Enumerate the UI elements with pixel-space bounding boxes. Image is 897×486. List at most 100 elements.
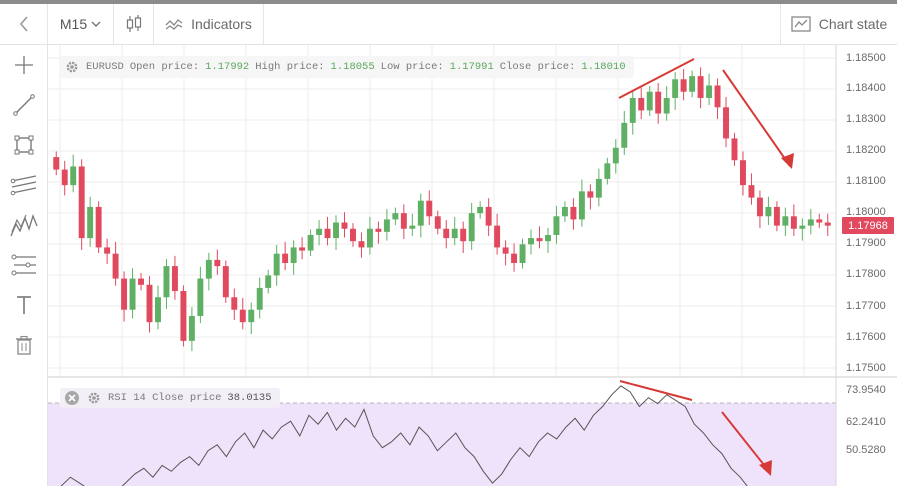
indicators-icon <box>165 19 183 30</box>
candle-body <box>485 206 492 226</box>
candle-body <box>171 266 178 292</box>
candle-body <box>290 247 297 263</box>
candle-body <box>129 278 136 310</box>
window-top-edge <box>0 0 897 4</box>
candle-body <box>773 206 780 226</box>
candle-body <box>570 206 577 220</box>
candle-body <box>95 206 102 248</box>
candle-body <box>689 76 696 92</box>
rsi-legend-name: RSI 14 Close price <box>108 392 222 404</box>
price-tick-label: 1.17700 <box>846 300 886 312</box>
gear-icon[interactable] <box>64 59 80 75</box>
candle-body <box>434 216 441 229</box>
candle-body <box>366 228 373 248</box>
fibonacci-tool[interactable] <box>0 245 47 285</box>
candle-body <box>155 297 161 323</box>
candle-body <box>680 79 687 92</box>
crosshair-tool[interactable] <box>0 45 47 85</box>
candle-body <box>604 163 611 179</box>
main-legend: EURUSD Open price: 1.17992 High price: 1… <box>60 56 634 78</box>
legend-close-value: 1.18010 <box>581 61 626 73</box>
channel-icon <box>10 175 36 196</box>
candle-body <box>536 238 543 242</box>
candle-body <box>383 219 390 232</box>
price-tick-label: 1.17600 <box>846 331 886 343</box>
price-tick-label: 1.18400 <box>846 82 886 94</box>
indicators-button[interactable]: Indicators <box>154 4 264 44</box>
candle-body <box>740 160 746 186</box>
candle-body <box>417 200 424 226</box>
chart-state-button[interactable]: Chart state <box>780 4 897 44</box>
trend-line-icon <box>12 94 35 116</box>
rsi-legend: RSI 14 Close price 38.0135 <box>60 388 280 408</box>
trend-line-tool[interactable] <box>0 85 47 125</box>
candle-body <box>443 228 450 239</box>
candle-body <box>824 222 831 226</box>
legend-high-label: High price: <box>255 61 325 73</box>
chart-state-label: Chart state <box>818 16 888 32</box>
candle-body <box>214 259 221 267</box>
candle-body <box>409 225 416 229</box>
candle-body <box>163 266 170 298</box>
candle-body <box>341 222 348 229</box>
rsi-line <box>60 385 748 486</box>
legend-open-label: Open price: <box>129 61 200 73</box>
candle-body <box>460 228 467 242</box>
rsi-tick-label: 50.5280 <box>846 444 886 456</box>
chart-type-button[interactable] <box>114 4 154 44</box>
candle-body <box>188 315 195 341</box>
candle-body <box>528 238 534 245</box>
candle-body <box>222 266 229 298</box>
annotations <box>618 58 794 476</box>
candle-body <box>316 228 323 235</box>
candle-body <box>180 291 187 341</box>
close-circle-icon[interactable] <box>64 390 80 406</box>
candle-body <box>697 76 704 98</box>
candle-body <box>807 219 814 226</box>
candle-body <box>595 178 602 198</box>
gear-icon[interactable] <box>86 390 102 406</box>
candle-body <box>468 213 475 242</box>
candlestick-icon <box>126 15 141 32</box>
candle-body <box>426 200 433 217</box>
channel-tool[interactable] <box>0 165 47 205</box>
candle-body <box>205 259 212 279</box>
legend-symbol: EURUSD <box>86 61 124 73</box>
top-toolbar: M15 Indicators Chart state <box>0 4 897 45</box>
timeframe-select[interactable]: M15 <box>48 4 114 44</box>
rectangle-icon <box>14 135 33 155</box>
pattern-tool[interactable] <box>0 205 47 245</box>
fibonacci-icon <box>11 254 36 276</box>
candle-body <box>61 169 68 186</box>
candle-body <box>706 85 713 98</box>
legend-low-label: Low price: <box>380 61 444 73</box>
price-arrow-head <box>781 153 794 169</box>
delete-drawings-tool[interactable] <box>0 325 47 365</box>
candle-body <box>561 206 568 217</box>
legend-open-value: 1.17992 <box>205 61 250 73</box>
chevron-left-icon <box>19 16 28 32</box>
back-button[interactable] <box>0 4 48 44</box>
rsi-arrow-head <box>759 460 772 476</box>
candle-body <box>299 247 306 251</box>
rsi-tick-label: 62.2410 <box>846 416 886 428</box>
candle-body <box>621 122 628 148</box>
candle-body <box>350 228 356 242</box>
candle-body <box>748 185 755 198</box>
rectangle-tool[interactable] <box>0 125 47 165</box>
candle-body <box>553 216 560 235</box>
candle-body <box>138 278 144 285</box>
candle-body <box>53 157 60 170</box>
candle-body <box>545 234 551 242</box>
pattern-icon <box>9 214 38 237</box>
legend-high-value: 1.18055 <box>330 61 375 73</box>
candle-body <box>790 216 797 229</box>
text-tool[interactable] <box>0 285 47 325</box>
trash-icon <box>15 335 32 355</box>
candle-body <box>307 234 314 251</box>
crosshair-icon <box>14 56 33 74</box>
chart-state-icon <box>791 16 811 32</box>
rsi-lower-high-line <box>619 380 693 401</box>
candle-body <box>612 147 619 164</box>
